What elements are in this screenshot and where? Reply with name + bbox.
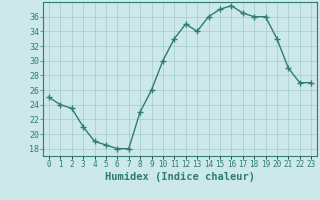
X-axis label: Humidex (Indice chaleur): Humidex (Indice chaleur) <box>105 172 255 182</box>
